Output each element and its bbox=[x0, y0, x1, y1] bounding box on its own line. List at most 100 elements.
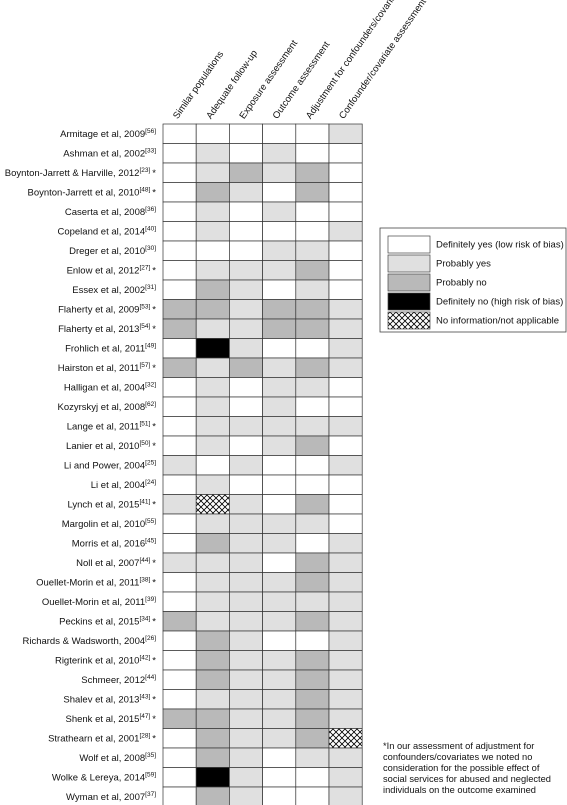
row-label: Li et al, 2004[24] bbox=[91, 478, 156, 490]
rating-cell bbox=[328, 162, 363, 183]
rating-cell bbox=[229, 708, 263, 729]
rating-cell bbox=[262, 747, 297, 768]
rating-cell bbox=[195, 377, 230, 398]
rating-cell bbox=[295, 240, 330, 261]
star: * bbox=[152, 694, 156, 705]
rating-cell bbox=[295, 162, 330, 183]
row-label: Caserta et al, 2008[36] bbox=[65, 205, 156, 217]
row-label: Schmeer, 2012[44] bbox=[81, 673, 156, 685]
rating-cell bbox=[262, 767, 297, 788]
rating-cell bbox=[229, 299, 263, 320]
row-label: Lynch et al, 2015[41] * bbox=[67, 498, 156, 510]
study-name: Caserta et al, 2008 bbox=[65, 206, 145, 217]
rating-cell bbox=[229, 455, 263, 476]
rating-cell bbox=[328, 299, 363, 320]
reference: [40] bbox=[145, 225, 156, 232]
study-name: Ouellet-Morin et al, 2011 bbox=[42, 596, 145, 607]
reference: [41] bbox=[139, 498, 150, 505]
rating-cell bbox=[229, 786, 263, 805]
rating-cell bbox=[162, 630, 197, 651]
study-name: Dreger et al, 2010 bbox=[69, 245, 145, 256]
rating-cell bbox=[229, 494, 263, 515]
rating-cell bbox=[162, 611, 197, 632]
footnote: *In our assessment of adjustment for con… bbox=[383, 741, 551, 795]
rating-cell bbox=[229, 318, 263, 339]
rating-cell bbox=[295, 708, 330, 729]
rating-cell bbox=[195, 747, 230, 768]
rating-cell bbox=[195, 299, 230, 320]
reference: [54] bbox=[139, 322, 150, 329]
rating-cell bbox=[229, 591, 263, 612]
rating-cell bbox=[328, 572, 363, 593]
rating-cell bbox=[195, 318, 230, 339]
rating-cell bbox=[328, 728, 363, 749]
legend-label: Definitely no (high risk of bias) bbox=[436, 297, 563, 308]
rating-cell bbox=[229, 650, 263, 671]
row-label: Rigterink et al, 2010[42] * bbox=[55, 654, 156, 666]
rating-cell bbox=[295, 143, 330, 164]
rating-cell bbox=[229, 767, 263, 788]
reference: [53] bbox=[139, 303, 150, 310]
reference: [39] bbox=[145, 595, 156, 602]
study-name: Enlow et al, 2012 bbox=[67, 265, 140, 276]
rating-cell bbox=[295, 494, 330, 515]
rating-cell bbox=[229, 221, 263, 242]
rating-cell bbox=[229, 416, 263, 437]
rating-cell bbox=[328, 143, 363, 164]
rating-cell bbox=[328, 377, 363, 398]
rating-cell bbox=[328, 338, 363, 359]
study-name: Richards & Wadsworth, 2004 bbox=[22, 635, 145, 646]
rating-cell bbox=[229, 513, 263, 534]
rating-cell bbox=[295, 650, 330, 671]
rating-cell bbox=[229, 611, 263, 632]
rating-cell bbox=[262, 494, 297, 515]
study-name: Ashman et al, 2002 bbox=[63, 148, 145, 159]
rating-cell bbox=[262, 318, 297, 339]
rating-cell bbox=[295, 630, 330, 651]
reference: [47] bbox=[139, 712, 150, 719]
rating-cell bbox=[162, 318, 197, 339]
rating-cell bbox=[195, 494, 230, 515]
rating-cell bbox=[195, 533, 230, 554]
rating-cell bbox=[262, 416, 297, 437]
rating-cell bbox=[162, 786, 197, 805]
reference: [35] bbox=[145, 751, 156, 758]
rating-cell bbox=[262, 396, 297, 417]
study-name: Kozyrskyj et al, 2008 bbox=[58, 401, 146, 412]
rating-cell bbox=[262, 611, 297, 632]
rating-cell bbox=[195, 767, 230, 788]
row-label: Enlow et al, 2012[27] * bbox=[67, 264, 157, 276]
rating-cell bbox=[195, 572, 230, 593]
reference: [26] bbox=[145, 634, 156, 641]
rating-cell bbox=[295, 221, 330, 242]
rating-cell bbox=[328, 513, 363, 534]
rating-cell bbox=[295, 513, 330, 534]
reference: [42] bbox=[139, 654, 150, 661]
row-label: Wolf et al, 2008[35] bbox=[79, 751, 156, 763]
rating-cell bbox=[229, 357, 263, 378]
rating-cell bbox=[229, 240, 263, 261]
rating-cell bbox=[262, 650, 297, 671]
rating-cell bbox=[295, 611, 330, 632]
rating-cell bbox=[195, 630, 230, 651]
row-label: Ashman et al, 2002[33] bbox=[63, 147, 156, 159]
rating-cell bbox=[162, 162, 197, 183]
rating-cell bbox=[229, 689, 263, 710]
star: * bbox=[152, 655, 156, 666]
star: * bbox=[152, 557, 156, 568]
reference: [44] bbox=[145, 673, 156, 680]
rating-cell bbox=[328, 182, 363, 203]
study-name: Morris et al, 2016 bbox=[72, 538, 145, 549]
rating-cell bbox=[162, 474, 197, 495]
reference: [33] bbox=[145, 147, 156, 154]
row-label: Wyman et al, 2007[37] bbox=[66, 790, 156, 802]
rating-cell bbox=[195, 513, 230, 534]
rating-cell bbox=[295, 572, 330, 593]
rating-cell bbox=[328, 357, 363, 378]
star: * bbox=[152, 733, 156, 744]
reference: [38] bbox=[139, 576, 150, 583]
rating-cell bbox=[195, 416, 230, 437]
row-label: Wolke & Lereya, 2014[59] bbox=[52, 771, 156, 783]
rating-cell bbox=[328, 416, 363, 437]
